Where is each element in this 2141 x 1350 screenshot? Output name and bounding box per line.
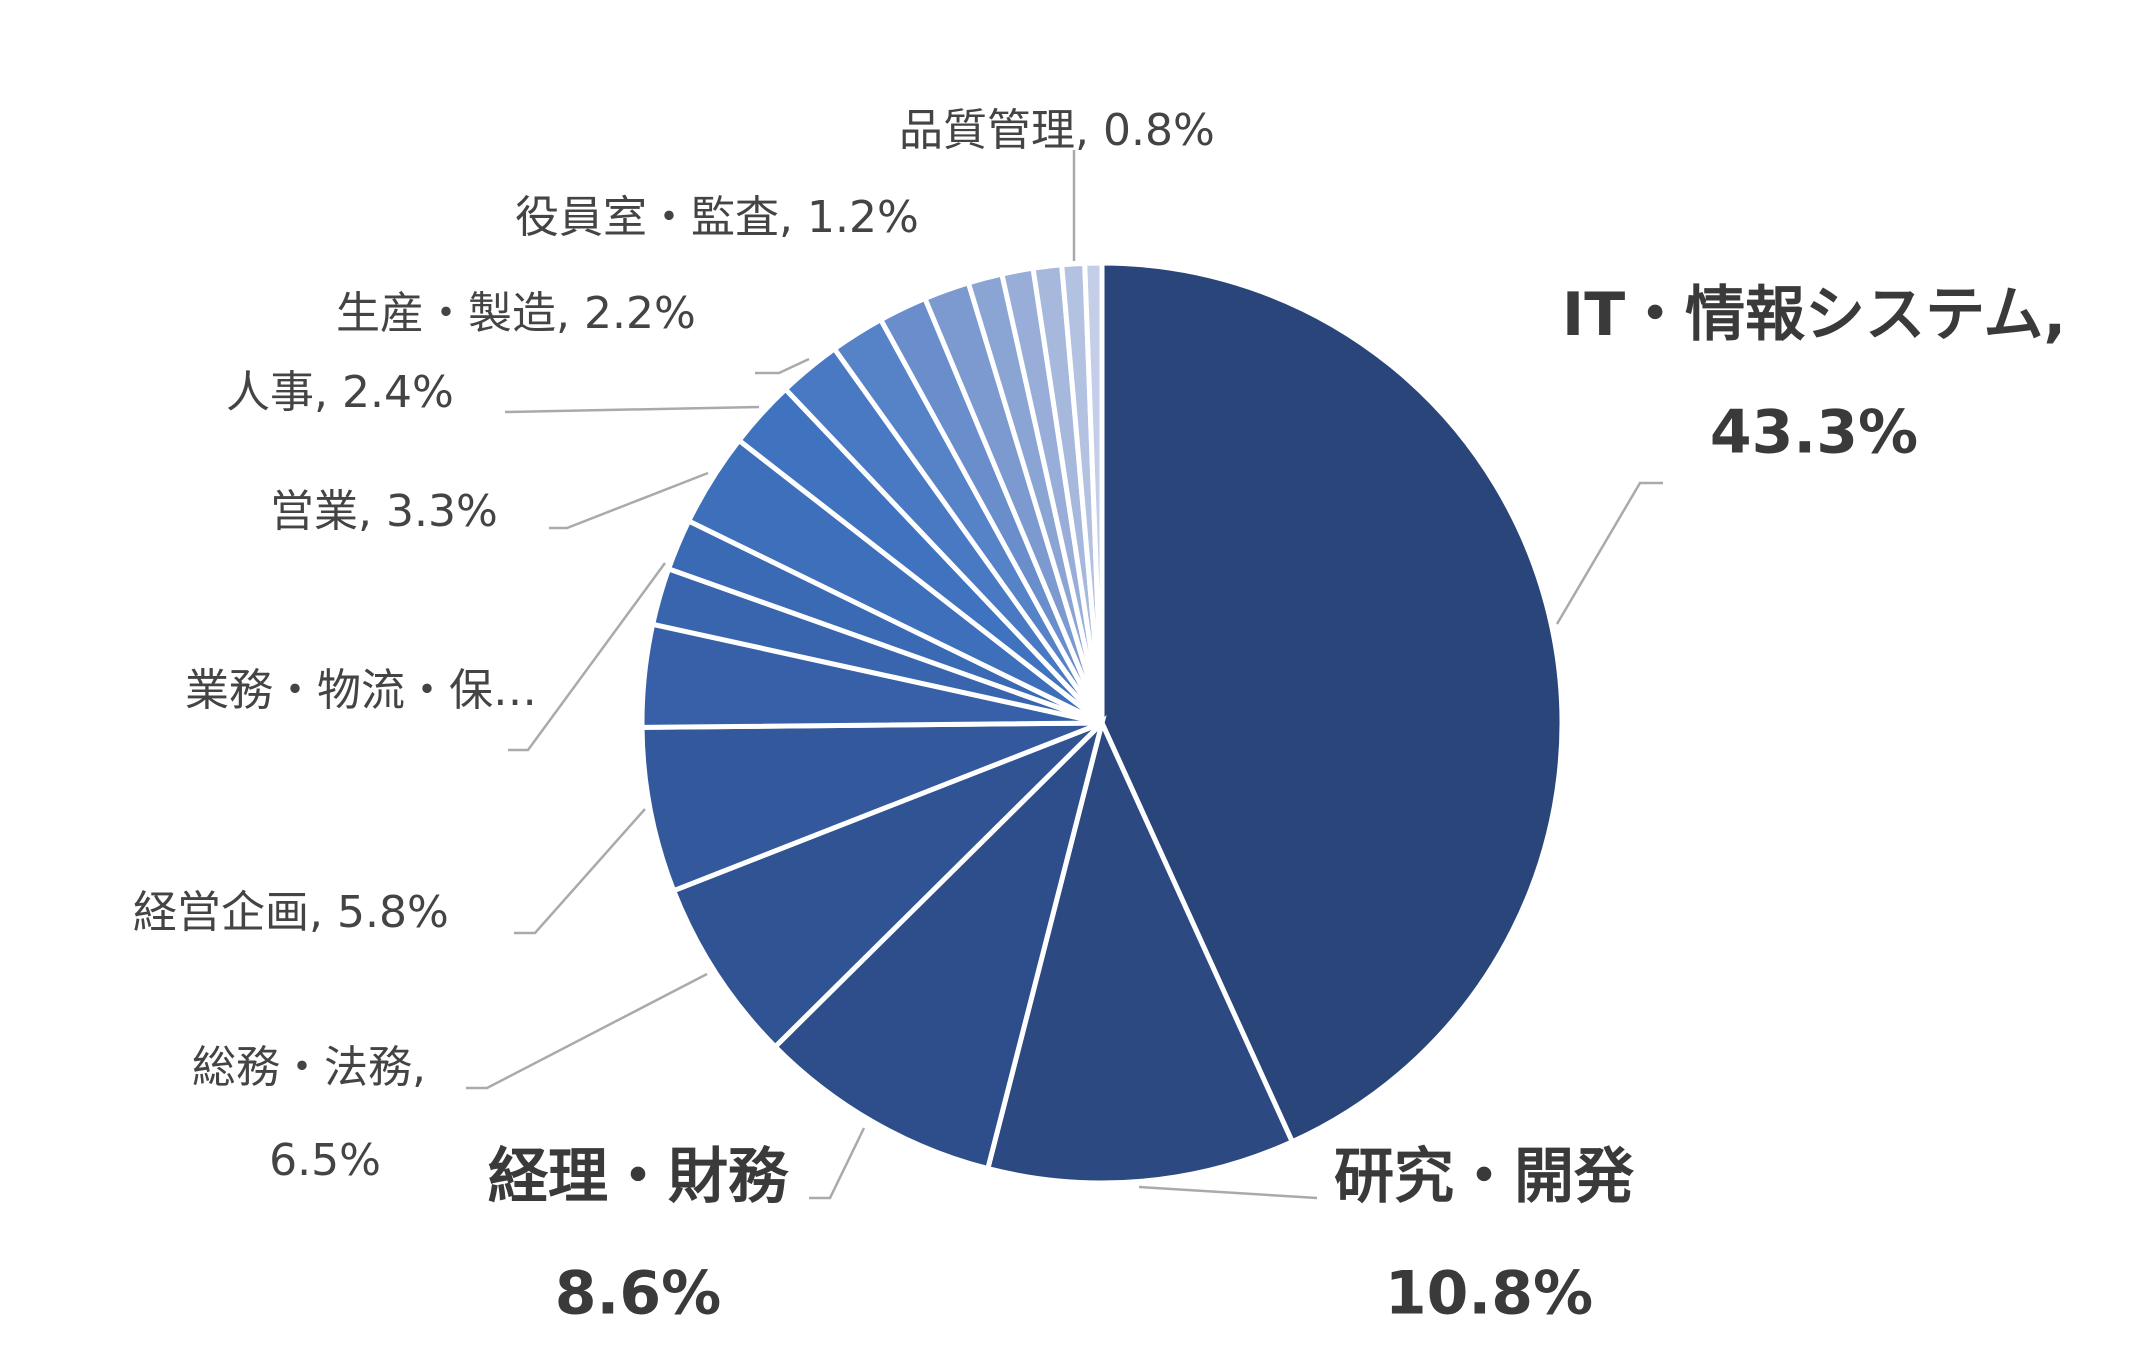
leader-line	[504, 405, 760, 414]
category-label: 経理・財務	[488, 1142, 789, 1212]
leader-line	[466, 972, 708, 1090]
category-label: 人事,	[226, 367, 328, 418]
data-label: 生産・製造, 2.2%	[336, 288, 696, 339]
data-label: 業務・物流・保…	[185, 665, 537, 716]
data-label: 研究・開発	[1334, 1142, 1635, 1212]
value-label: 5.8%	[337, 887, 449, 938]
data-label: 経営企画, 5.8%	[133, 887, 449, 938]
category-label: 生産・製造,	[336, 288, 570, 339]
value-label: 2.4%	[342, 367, 454, 418]
category-label: 営業,	[270, 486, 372, 537]
data-label: 品質管理, 0.8%	[899, 105, 1215, 156]
value-label: 6.5%	[269, 1135, 381, 1186]
value-label: 1.2%	[807, 192, 919, 243]
category-label: IT・情報システム,	[1562, 280, 2066, 350]
pie-slice	[1082, 260, 1105, 724]
category-label: 経営企画,	[133, 887, 323, 938]
value-label: 43.3%	[1710, 398, 1918, 468]
category-label: 総務・法務,	[192, 1042, 426, 1093]
data-label: IT・情報システム,	[1562, 280, 2066, 350]
data-label: 役員室・監査, 1.2%	[515, 192, 919, 243]
value-label: 2.2%	[584, 288, 696, 339]
value-label: 0.8%	[1103, 105, 1215, 156]
category-label: 品質管理,	[899, 105, 1089, 156]
category-label: 研究・開発	[1334, 1142, 1635, 1212]
data-label: 総務・法務,	[192, 1042, 426, 1093]
leader-line	[508, 562, 667, 752]
leader-line	[755, 357, 810, 375]
leader-line	[1555, 481, 1663, 625]
pie-slice	[1099, 260, 1565, 1146]
pie-slice	[639, 720, 1103, 894]
pie-slice	[771, 714, 1107, 1172]
pie-slice	[984, 715, 1296, 1186]
data-label: 営業, 3.3%	[270, 486, 498, 537]
leader-line	[549, 471, 709, 530]
value-label: 10.8%	[1385, 1259, 1593, 1329]
leader-line	[809, 1127, 866, 1200]
category-label: 業務・物流・保…	[185, 665, 537, 716]
value-label: 3.3%	[386, 486, 498, 537]
value-label: 8.6%	[555, 1259, 721, 1329]
category-label: 役員室・監査,	[515, 192, 793, 243]
pie-slice	[670, 720, 1104, 1051]
leader-line	[514, 808, 646, 935]
data-label: 人事, 2.4%	[226, 367, 454, 418]
data-label: 経理・財務	[488, 1142, 789, 1212]
leader-line	[1138, 1185, 1318, 1200]
